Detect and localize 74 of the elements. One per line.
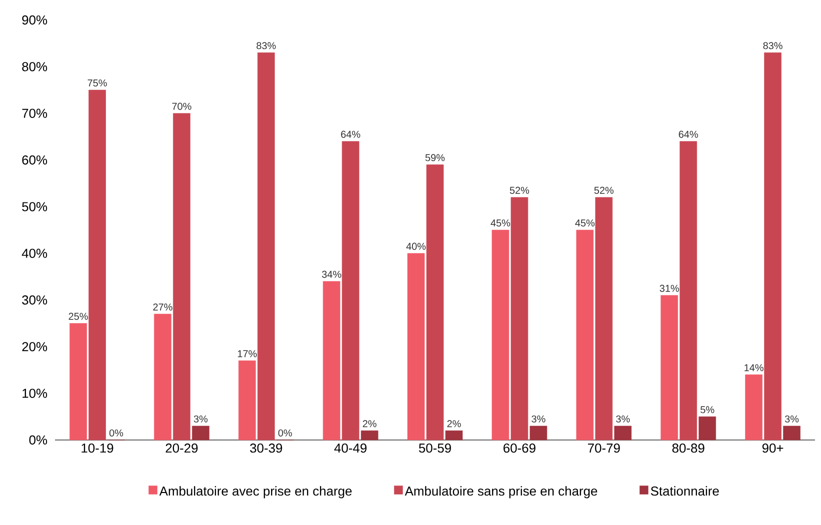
data-label: 2% [447, 420, 461, 428]
y-tick-label: 40% [22, 248, 48, 258]
y-tick-label: 70% [22, 108, 48, 118]
data-label: 5% [700, 406, 714, 414]
data-label: 25% [68, 312, 88, 320]
data-label: 83% [256, 42, 276, 50]
x-tick-label: 30-39 [250, 444, 282, 453]
bar [360, 430, 378, 440]
data-label: 52% [594, 186, 614, 194]
bar [492, 230, 510, 440]
legend-label: Ambulatoire sans prise en charge [404, 486, 598, 498]
x-tick-label: 70-79 [588, 444, 620, 453]
bar [322, 281, 340, 440]
x-tick-label: 10-19 [82, 444, 114, 453]
data-label: 83% [763, 42, 782, 50]
bar [783, 426, 800, 440]
bar [257, 52, 275, 440]
bar [660, 295, 678, 440]
data-label: 3% [532, 415, 546, 423]
x-tick-label: 80-89 [672, 444, 704, 453]
bar [614, 426, 632, 440]
data-label: 45% [490, 220, 510, 227]
bar [530, 426, 548, 440]
bar [680, 141, 697, 440]
y-tick-label: 10% [22, 388, 48, 398]
y-tick-label: 80% [22, 62, 48, 72]
data-label: 14% [744, 364, 764, 372]
data-label: 75% [88, 80, 107, 87]
legend-label: Stationnaire [650, 486, 719, 496]
bar [510, 197, 528, 440]
x-tick-label: 50-59 [418, 444, 451, 453]
y-tick-label: 20% [22, 342, 48, 352]
y-tick-label: 30% [22, 295, 48, 305]
y-tick-label: 50% [22, 202, 48, 212]
y-tick-label: 60% [22, 155, 48, 165]
bar [173, 113, 190, 440]
data-label: 40% [406, 242, 426, 250]
data-label: 34% [322, 270, 342, 278]
bar [595, 197, 613, 440]
data-label: 3% [194, 415, 208, 423]
data-label: 17% [238, 350, 257, 358]
y-tick-label: 0% [29, 435, 48, 445]
data-label: 45% [575, 220, 595, 227]
data-label: 70% [172, 102, 192, 110]
x-tick-label: 90+ [762, 444, 784, 453]
bar [745, 374, 762, 440]
data-label: 0% [278, 429, 292, 437]
bar [342, 141, 360, 440]
bar [426, 164, 444, 440]
data-label: 3% [784, 415, 799, 423]
bar [698, 416, 716, 440]
bar [238, 360, 256, 440]
data-label: 0% [109, 429, 124, 437]
data-label: 2% [362, 420, 376, 428]
data-label: 52% [510, 186, 530, 194]
data-label: 3% [616, 415, 630, 423]
x-tick-label: 40-49 [334, 444, 367, 453]
x-tick-label: 20-29 [166, 444, 198, 453]
bar [764, 52, 782, 440]
data-label: 59% [425, 154, 445, 162]
data-label: 64% [341, 130, 360, 138]
bar [88, 90, 106, 440]
y-tick-label: 90% [22, 15, 48, 25]
bar [407, 253, 425, 440]
legend-label: Ambulatoire avec prise en charge [159, 486, 352, 498]
x-tick-label: 60-69 [504, 444, 536, 453]
data-label: 31% [660, 284, 679, 292]
bar [70, 323, 87, 440]
data-label: 27% [153, 304, 172, 311]
bar [445, 430, 463, 440]
bar [192, 426, 210, 440]
bar [154, 314, 172, 440]
bar [576, 230, 594, 440]
data-label: 64% [678, 130, 698, 138]
